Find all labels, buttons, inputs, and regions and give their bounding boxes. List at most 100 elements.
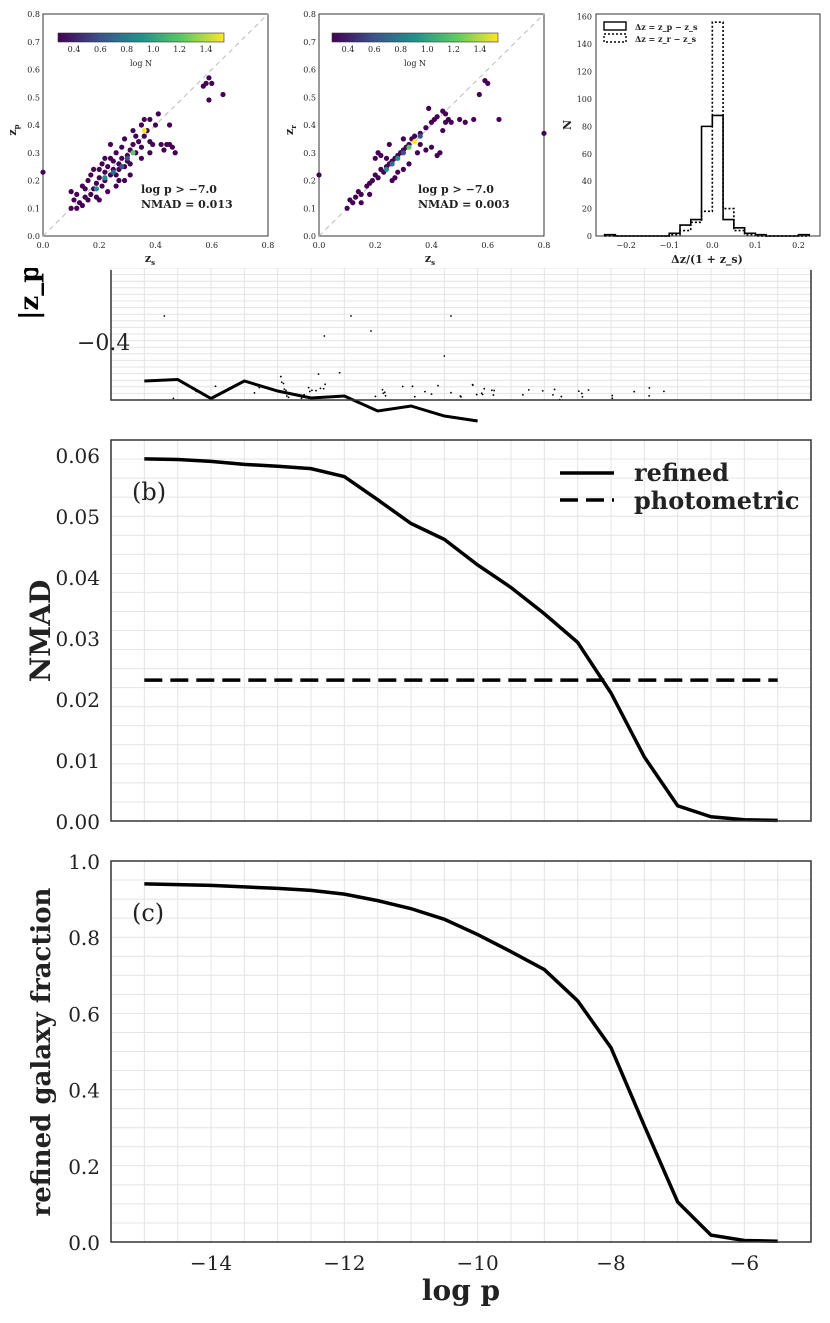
inset-point [369,177,376,184]
panel-a-point [577,407,579,409]
panel-a-ytick: −0.4 [77,331,130,356]
inset-point [127,161,133,167]
inset-xtick-label: 0.4 [149,241,162,250]
inset-point [71,197,77,203]
panel-a-point [413,395,416,398]
panel-a-point [287,396,290,399]
inset-xtick-label: 0.2 [93,241,106,250]
panel-b-frame [110,439,812,822]
legend-photometric-text: photometric [634,486,799,515]
panel-a-point [450,315,452,317]
inset2-colorbar-label: log N [404,59,426,68]
inset-point-dense [383,166,390,172]
panel-b-label: (b) [132,478,166,506]
panel-a-point [317,373,320,376]
panel-a-point [611,427,613,429]
panel-b-ylabel: NMAD [24,580,57,683]
panel-c-ytick-label: 0.0 [68,1231,100,1255]
inset-point [485,80,491,86]
panel-a-point [492,414,494,416]
panel-a-point [552,393,554,396]
panel-a-point [481,393,484,396]
panel-c-xticks: −14 −12 −10 −8 −6 [190,1251,759,1275]
panel-a-point [431,426,433,428]
colorbar-tick-label: 1.2 [447,45,460,54]
panel-a-point [574,416,576,418]
panel-a-point [229,401,231,403]
panel-a-point [553,388,556,391]
panel-a-point [383,391,386,394]
panel-a-point [443,355,446,357]
panel-a-point [557,422,559,424]
panel-a-point [479,425,481,427]
panel-a-point [629,429,631,431]
inset-point [414,150,421,156]
panel-a-point [460,395,462,398]
panel-a-point [344,417,346,419]
inset-ytick-label: 0.5 [27,93,40,102]
panel-c-xtick-label: −8 [596,1251,625,1275]
inset-xtick-label: 0.0 [37,241,50,250]
panel-a-point [653,417,655,419]
inset-point [96,197,102,203]
legend-photometric-swatch [603,21,627,31]
inset-point [82,186,88,192]
inset-point [88,191,94,197]
panel-a-point [598,419,600,421]
panel-a-point [187,418,189,420]
panel-a-point [417,418,419,420]
inset-point [152,122,159,128]
refined-line [144,457,778,823]
colorbar-tick-label: 0.4 [68,45,81,54]
inset-point [91,166,97,172]
panel-c-grid [110,860,812,1243]
inset-point [423,125,429,131]
inset-point [462,119,468,125]
panel-a-point [411,385,414,388]
panel-a-point [506,404,508,406]
inset-ytick-label: 0.3 [303,149,316,158]
panel-a-point [587,427,589,429]
inset3-ytick-label: 0 [587,232,592,241]
inset-point [166,122,173,128]
panel-a-point [322,387,325,390]
inset-point-dense [395,155,401,161]
panel-a-point [662,421,664,423]
inset-point [147,150,153,156]
panel-a-point [562,422,564,424]
inset-xtick-label: 0.2 [369,241,382,250]
inset-point-dense [406,144,412,150]
inset-point [99,183,105,189]
panel-c: 0.0 0.2 0.4 0.6 0.8 1.0 −14 −12 −10 −8 −6 (c) ref… [27,850,812,1307]
panel-b-ytick-label: 0.00 [55,810,100,834]
inset-point [119,155,125,161]
inset-point [496,116,502,123]
panel-a-point [252,413,254,415]
colorbar-tick-label: 0.8 [120,45,133,54]
inset-point [74,205,80,211]
panel-a-point [398,403,400,405]
panel-a-point [654,428,656,430]
panel-c-xlabel: log p [422,1274,500,1307]
inset-point [375,150,381,156]
panel-a-point [187,407,189,409]
panel-a-point [382,405,384,407]
panel-a-point [495,424,497,426]
inset1-annotation-1: log p > −7.0 [141,183,217,196]
panel-a-point [288,402,290,404]
inset-point [423,147,429,153]
inset3-ytick-label: 160 [577,13,592,22]
inset-ytick-label: 0.1 [27,204,40,213]
panel-b-ytick-label: 0.06 [55,444,100,468]
inset-point [434,114,440,120]
panel-a-point [300,397,303,400]
panel-a-point [323,335,326,337]
inset-point-dense [93,186,100,192]
inset-point [406,161,412,167]
panel-a-point [519,410,521,412]
inset-point [541,130,547,136]
panel-a-point [483,387,486,390]
panel-a-point [212,411,214,413]
panel-a-point [633,390,636,393]
legend-refined-swatch [603,33,627,43]
